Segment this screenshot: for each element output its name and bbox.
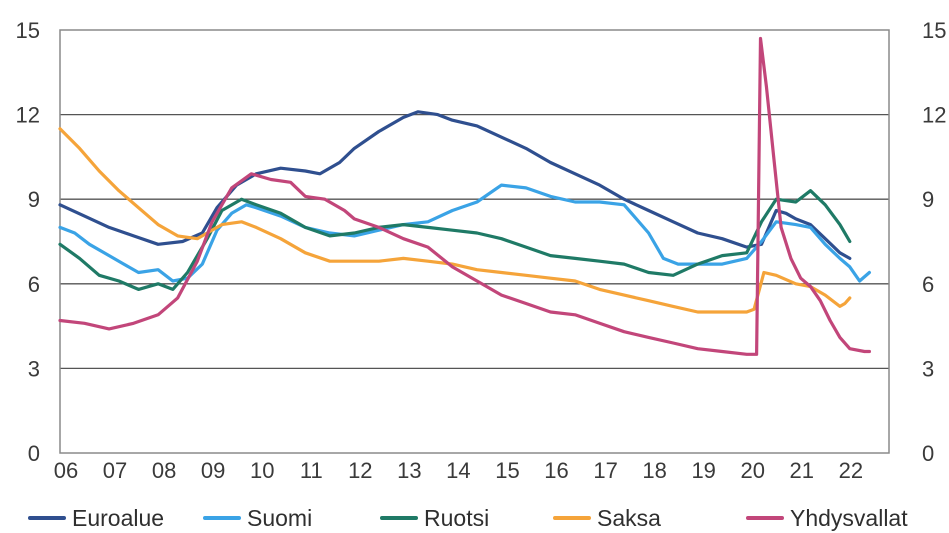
legend-item-saksa: Saksa (553, 505, 661, 531)
legend-item-euroalue: Euroalue (28, 505, 164, 531)
x-tick-label: 12 (348, 458, 372, 483)
x-tick-label: 14 (446, 458, 470, 483)
x-tick-label: 15 (495, 458, 519, 483)
y-tick-label-left: 6 (28, 272, 40, 297)
y-tick-label-right: 12 (922, 103, 946, 128)
x-tick-label: 18 (642, 458, 666, 483)
y-tick-label-left: 3 (28, 356, 40, 381)
series-line-yhdysvallat (58, 36, 871, 356)
x-tick-label: 13 (397, 458, 421, 483)
x-tick-label: 17 (593, 458, 617, 483)
legend-item-suomi: Suomi (203, 505, 312, 531)
y-tick-label-right: 6 (922, 272, 934, 297)
legend-label: Ruotsi (424, 505, 489, 531)
x-tick-label: 20 (741, 458, 765, 483)
y-tick-label-right: 3 (922, 356, 934, 381)
x-tick-label: 09 (201, 458, 225, 483)
left-y-axis: 15 12 9 6 3 0 (16, 18, 40, 466)
x-tick-label: 16 (544, 458, 568, 483)
grid-layer (60, 113, 889, 370)
right-y-axis: 15 12 9 6 3 0 (922, 18, 946, 466)
y-tick-label-left: 12 (16, 103, 40, 128)
y-tick-label-left: 0 (28, 441, 40, 466)
x-tick-label: 06 (54, 458, 78, 483)
legend: Euroalue Suomi Ruotsi Saksa Yhdysvallat (28, 505, 908, 531)
x-tick-label: 11 (300, 458, 323, 483)
y-tick-label-left: 15 (16, 18, 40, 43)
x-tick-label: 08 (152, 458, 176, 483)
legend-label: Yhdysvallat (790, 505, 908, 531)
x-tick-label: 07 (103, 458, 127, 483)
y-tick-label-right: 9 (922, 187, 934, 212)
series-layer (58, 36, 871, 356)
series-line-euroalue (58, 110, 852, 260)
plot-frame (59, 29, 890, 454)
y-tick-label-left: 9 (28, 187, 40, 212)
series-line-ruotsi (58, 189, 852, 291)
legend-item-ruotsi: Ruotsi (380, 505, 489, 531)
x-tick-label: 10 (250, 458, 274, 483)
x-tick-label: 21 (790, 458, 814, 483)
series-line-saksa (58, 127, 852, 314)
y-tick-label-right: 0 (922, 441, 934, 466)
x-tick-label: 19 (691, 458, 715, 483)
legend-item-yhdysvallat: Yhdysvallat (746, 505, 908, 531)
y-tick-label-right: 15 (922, 18, 946, 43)
legend-label: Suomi (247, 505, 312, 531)
x-axis: 06 07 08 09 10 11 12 13 14 15 16 17 18 19 20 21 22 (54, 458, 863, 483)
legend-label: Euroalue (72, 505, 164, 531)
legend-label: Saksa (597, 505, 661, 531)
x-tick-label: 22 (839, 458, 863, 483)
series-line-suomi (58, 183, 871, 283)
